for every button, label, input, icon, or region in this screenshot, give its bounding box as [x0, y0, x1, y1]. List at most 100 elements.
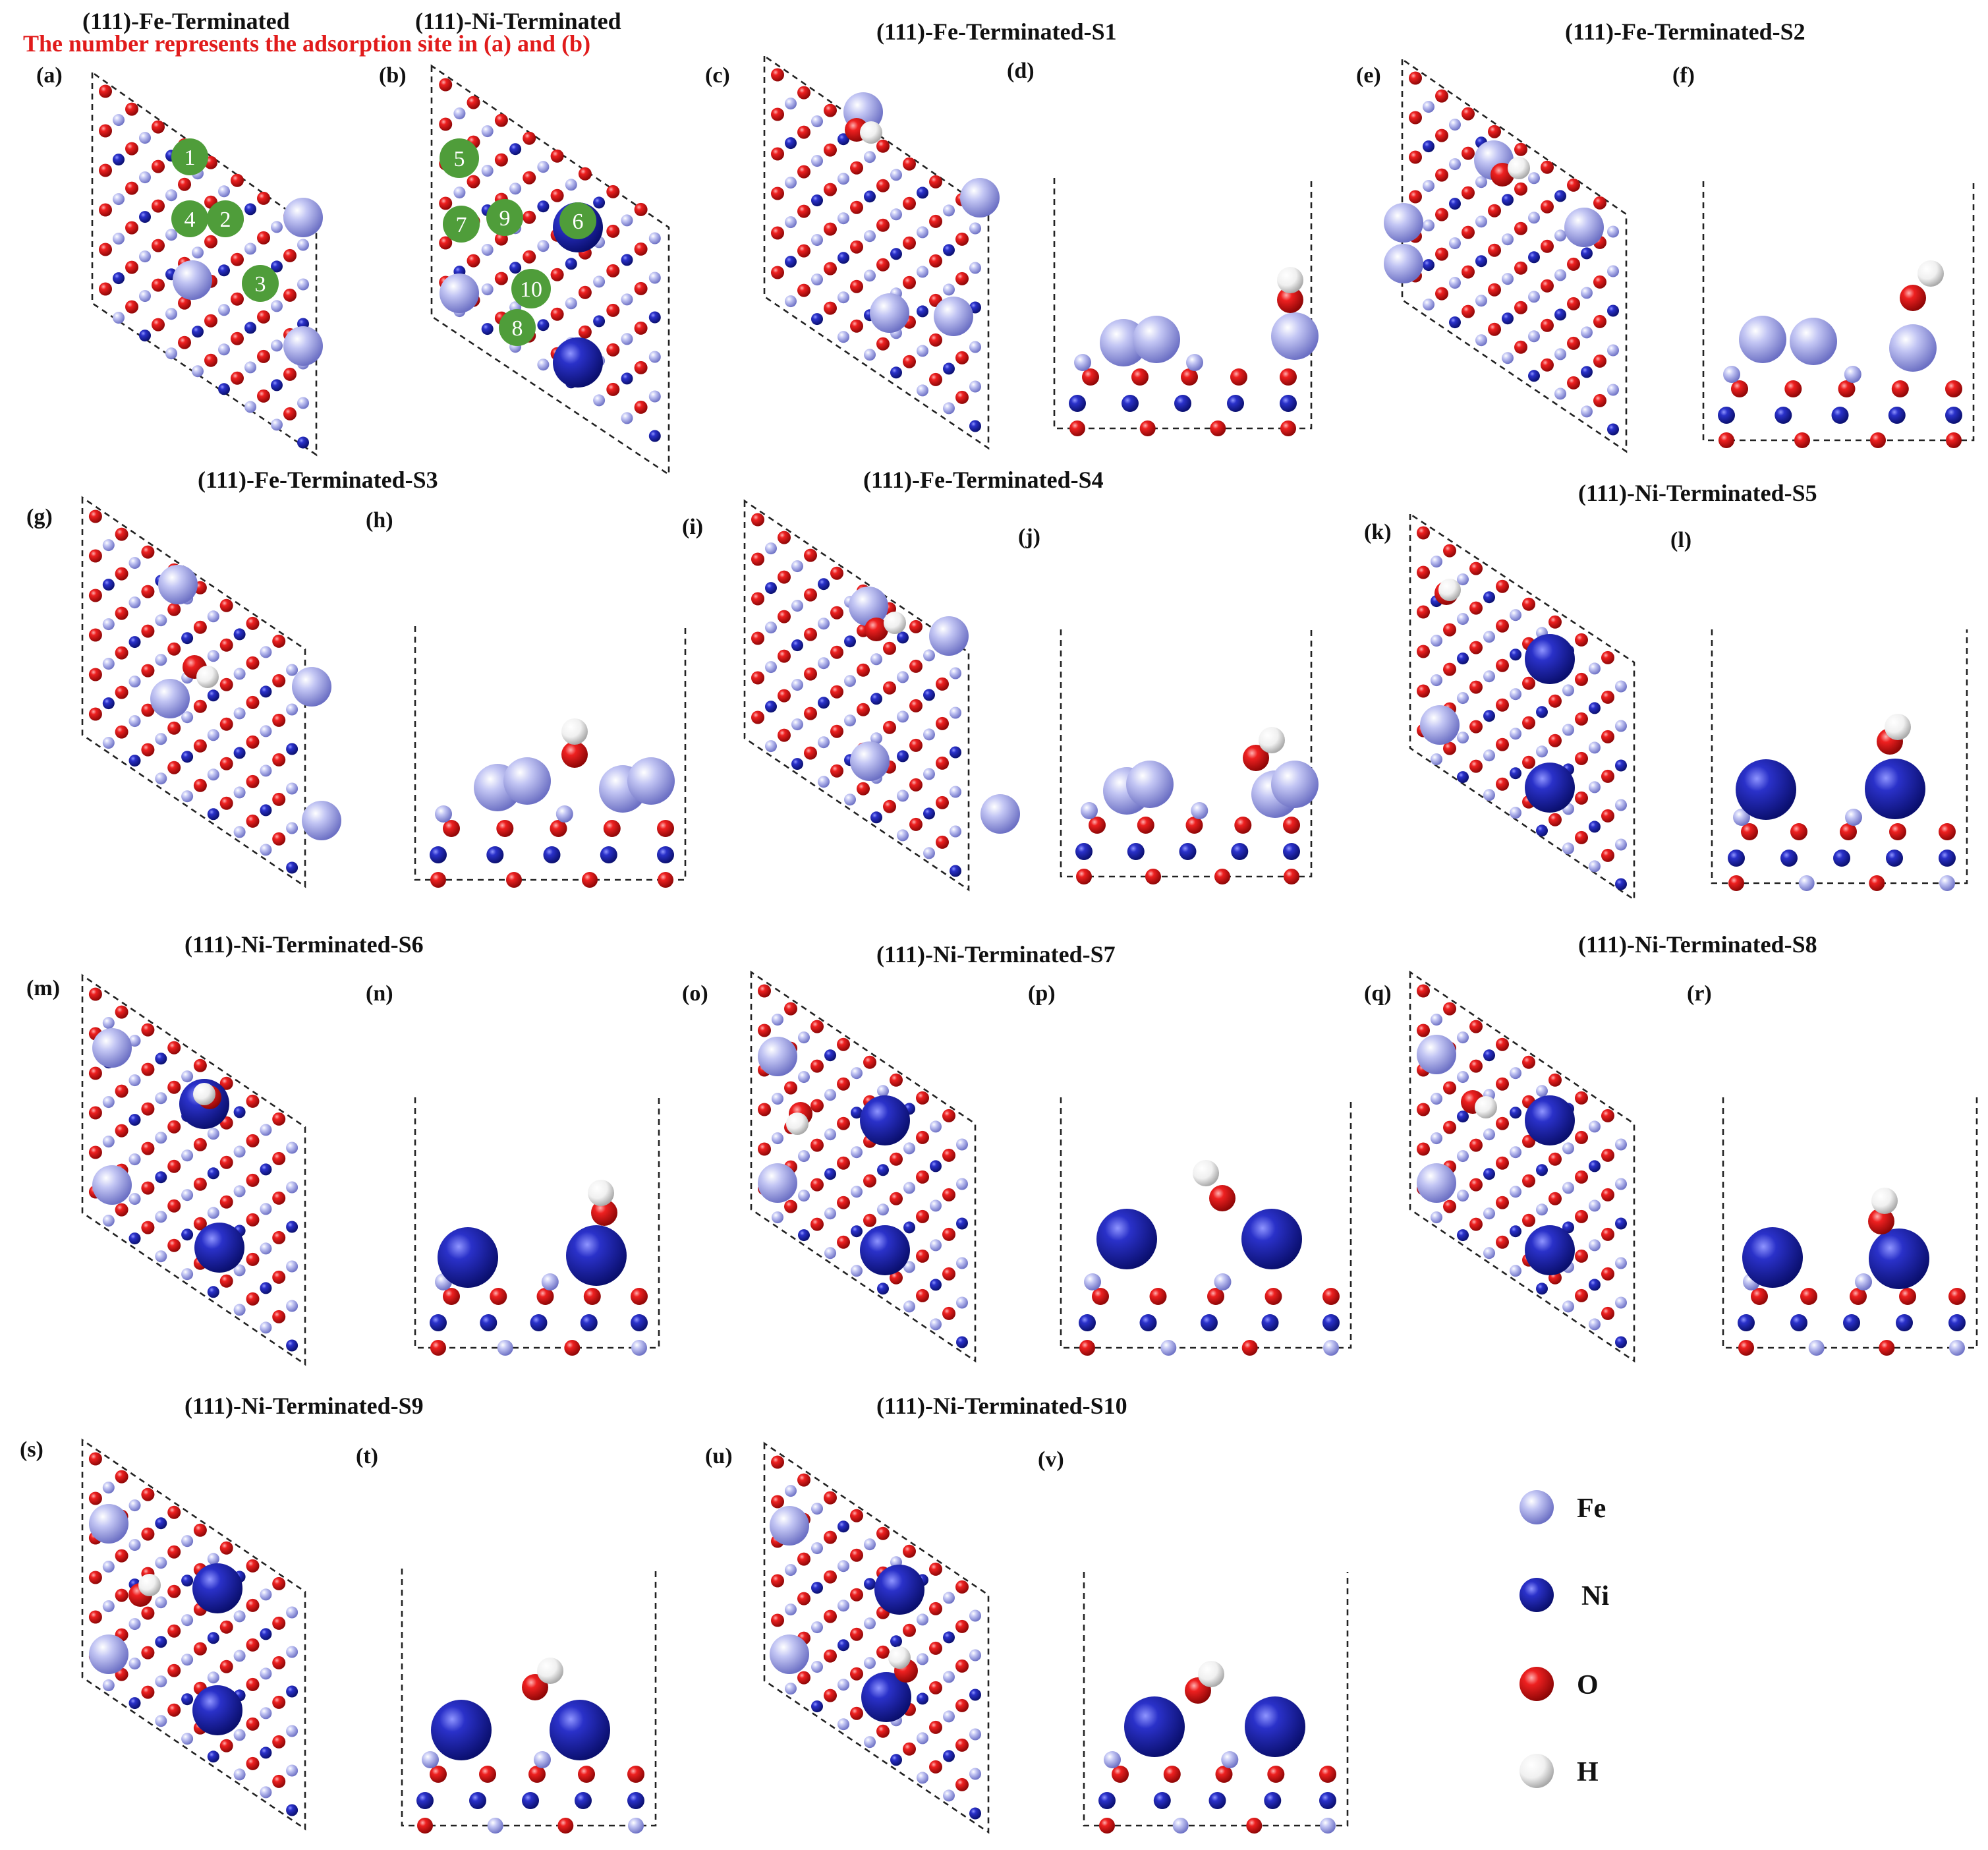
atom-o	[863, 1213, 876, 1227]
atom-o	[1601, 809, 1614, 823]
atom-ni	[1179, 843, 1197, 860]
atom-o	[955, 1659, 969, 1673]
atom-o	[1469, 759, 1483, 773]
atom-o	[88, 987, 102, 1001]
atom-o	[1469, 1217, 1483, 1231]
atom-o	[1548, 694, 1562, 708]
atom-o	[1409, 71, 1422, 85]
atom-ni	[1536, 706, 1548, 718]
atom-fe	[1431, 556, 1442, 568]
atom-o	[88, 1145, 102, 1159]
atom-o	[634, 361, 648, 374]
atom-o	[246, 695, 260, 709]
atom-o	[810, 1138, 824, 1152]
atom-o	[1462, 186, 1475, 200]
atom-o	[850, 1706, 863, 1720]
panel-label-j: (j)	[1018, 525, 1040, 549]
atom-ni	[486, 846, 504, 863]
atom-ni	[1283, 843, 1300, 860]
atom-o	[115, 1470, 128, 1484]
atom-fe	[1562, 1182, 1574, 1194]
atom-fe	[1581, 326, 1593, 339]
atom-o	[1575, 1249, 1588, 1263]
atom-ni	[543, 846, 561, 863]
atom-o	[1469, 1138, 1483, 1152]
atom-o	[1163, 1766, 1181, 1783]
atom-ni	[811, 1700, 823, 1713]
atom-o	[246, 1638, 260, 1652]
atom-fe	[851, 1265, 863, 1277]
title-g-h: (111)-Fe-Terminated-S3	[198, 467, 438, 493]
atom-o	[929, 1720, 942, 1734]
atom-fe	[102, 1017, 115, 1029]
atom-bottom	[628, 1818, 644, 1834]
atom-fe-surface	[870, 293, 909, 333]
atom-h-adsorbate	[884, 612, 906, 634]
atom-o	[1601, 1306, 1614, 1320]
atom-o	[824, 143, 837, 157]
atom-fe-surface	[173, 260, 212, 300]
atom-bottom	[1949, 1340, 1965, 1356]
atom-o	[88, 1452, 102, 1466]
atom-fe	[844, 794, 856, 806]
atom-o	[955, 1580, 969, 1594]
legend-o-swatch	[1519, 1667, 1554, 1701]
atom-o	[771, 68, 784, 82]
atom-fe	[903, 1182, 915, 1194]
atom-o	[1593, 314, 1606, 328]
side-view-atoms-n	[430, 1180, 648, 1356]
atom-o	[88, 707, 102, 721]
top-view-cell-i	[743, 499, 970, 892]
atom-fe	[207, 729, 219, 741]
side-view-cell-f	[1702, 181, 1975, 442]
atom-fe	[1581, 405, 1593, 418]
legend-h-swatch	[1519, 1754, 1554, 1788]
atom-fe	[139, 250, 151, 263]
atom-o	[797, 125, 810, 139]
atom-fe	[838, 1560, 849, 1573]
atom-ni	[950, 746, 961, 759]
atom-ni	[870, 811, 882, 824]
panel-label-t: (t)	[356, 1444, 378, 1468]
atom-fe	[785, 295, 797, 308]
atom-fe-surface	[758, 1037, 797, 1076]
atom-ni	[155, 1517, 167, 1530]
atom-o	[246, 774, 260, 788]
top-view-cell-g	[81, 496, 306, 888]
atom-o	[1496, 1235, 1509, 1249]
atom-fe-surface	[302, 801, 341, 840]
atom-ni	[1615, 1336, 1627, 1348]
atom-fe	[791, 718, 803, 731]
atom-ni	[271, 379, 283, 391]
atom-o	[771, 226, 784, 240]
atom-ni	[207, 1750, 219, 1763]
atom-ni	[286, 743, 298, 755]
atom-o	[955, 232, 969, 246]
atom-ni	[969, 1689, 981, 1701]
atom-ni-surface	[438, 1227, 498, 1288]
atom-fe	[838, 1679, 849, 1691]
atom-o	[778, 610, 791, 623]
atom-fe	[181, 1654, 194, 1666]
atom-fe	[1615, 799, 1627, 811]
atom-fe	[260, 1588, 272, 1601]
atom-fe	[1104, 1751, 1121, 1768]
atom-fe	[1431, 1093, 1442, 1105]
atom-ni	[917, 305, 928, 318]
atom-o	[204, 314, 217, 328]
atom-fe	[181, 790, 194, 803]
atom-bottom	[557, 1818, 574, 1834]
atom-fe	[260, 725, 272, 737]
atom-fe-surface	[283, 326, 323, 366]
atom-o	[830, 566, 843, 580]
atom-h-adsorbate	[588, 1180, 614, 1206]
atom-fe	[1855, 1273, 1872, 1290]
atom-ni	[537, 200, 550, 213]
atom-fe	[1589, 1200, 1601, 1212]
atom-o	[876, 337, 890, 351]
atom-o	[1567, 178, 1580, 192]
atom-fe	[1431, 753, 1442, 766]
atom-ni	[890, 1635, 902, 1648]
atom-o	[272, 832, 286, 846]
atom-fe	[128, 1193, 141, 1205]
